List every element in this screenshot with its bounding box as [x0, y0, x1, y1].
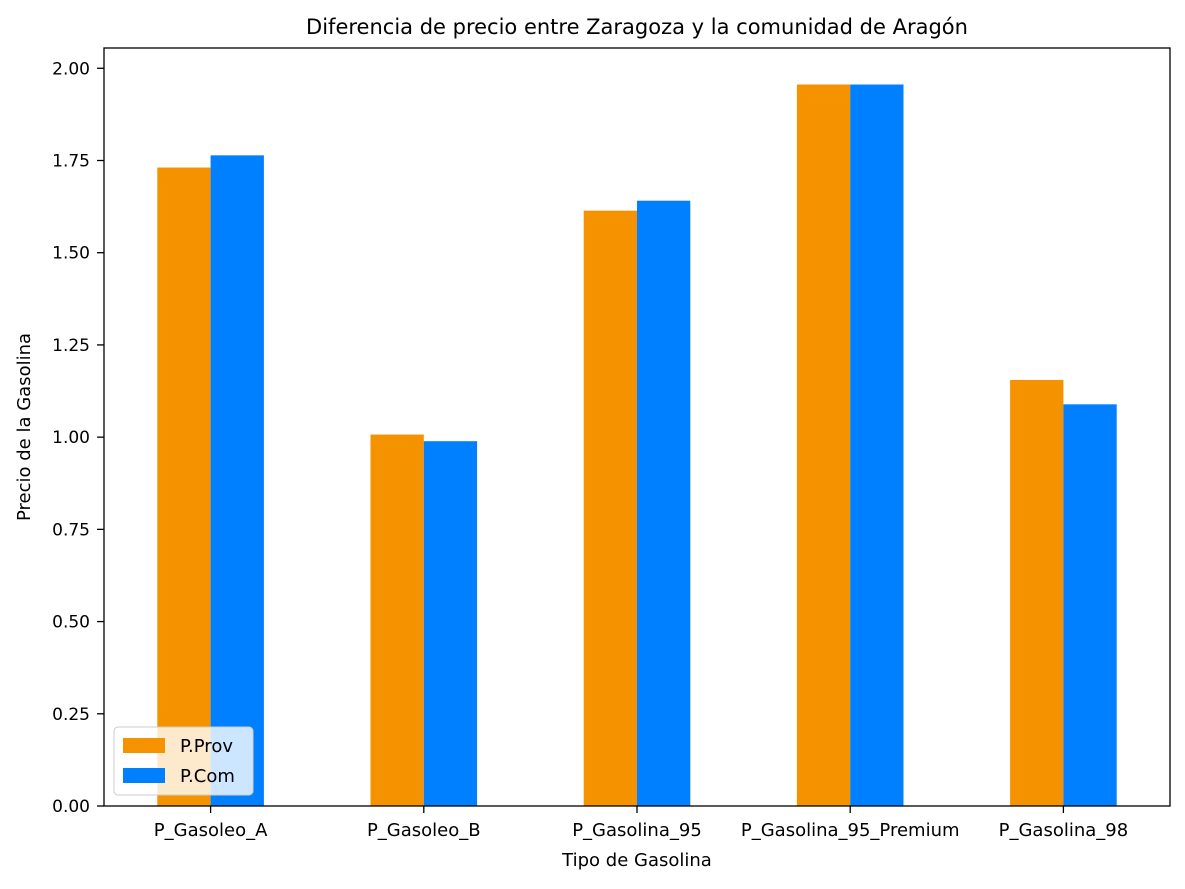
- y-tick-label: 1.75: [52, 152, 90, 172]
- legend-swatch-p-prov: [123, 738, 165, 753]
- legend-swatch-p-com: [123, 768, 165, 783]
- y-tick-label: 0.25: [52, 705, 90, 725]
- x-axis-label: Tipo de Gasolina: [561, 850, 712, 871]
- y-axis: 0.00 0.25 0.50 0.75 1.00 1.25 1.50 1.75 2.00: [52, 59, 104, 817]
- y-tick-label: 2.00: [52, 59, 90, 79]
- legend-label-p-prov: P.Prov: [180, 736, 233, 757]
- y-tick-label: 1.50: [52, 244, 90, 264]
- bar-p-com-3: [850, 84, 904, 806]
- y-tick-label: 0.50: [52, 613, 90, 633]
- y-tick-label: 0.75: [52, 520, 90, 540]
- y-tick-label: 1.25: [52, 336, 90, 356]
- bar-p-prov-4: [1010, 379, 1064, 806]
- x-axis: P_Gasoleo_A P_Gasoleo_B P_Gasolina_95 P_Gas…: [154, 806, 1128, 841]
- bars-layer: [157, 84, 1117, 807]
- bar-p-com-1: [423, 441, 478, 806]
- legend: P.Prov P.Com: [113, 726, 254, 796]
- bar-p-prov-2: [583, 210, 637, 807]
- bar-p-com-4: [1063, 404, 1117, 806]
- y-tick-label: 1.00: [52, 428, 90, 448]
- legend-label-p-com: P.Com: [180, 766, 235, 787]
- x-tick-label: P_Gasolina_98: [999, 820, 1129, 841]
- chart-title: Diferencia de precio entre Zaragoza y la…: [306, 15, 968, 39]
- x-tick-label: P_Gasoleo_B: [367, 820, 481, 841]
- y-tick-label: 0.00: [52, 797, 90, 817]
- x-tick-label: P_Gasolina_95_Premium: [741, 820, 960, 841]
- bar-p-prov-0: [157, 167, 211, 806]
- y-axis-label: Precio de la Gasolina: [14, 333, 35, 521]
- bar-p-com-0: [210, 155, 264, 807]
- x-tick-label: P_Gasolina_95: [572, 820, 702, 841]
- bar-p-prov-3: [796, 84, 851, 806]
- x-tick-label: P_Gasoleo_A: [154, 820, 268, 841]
- bar-p-prov-1: [370, 434, 424, 806]
- bar-p-com-2: [637, 200, 691, 806]
